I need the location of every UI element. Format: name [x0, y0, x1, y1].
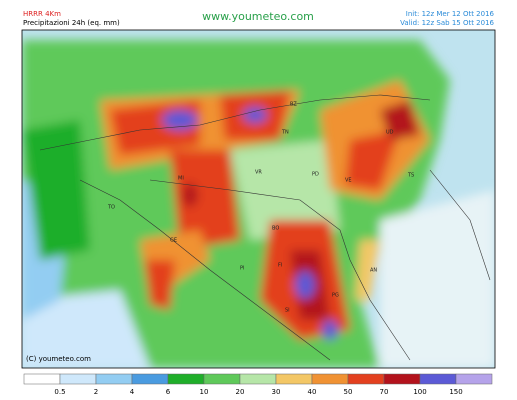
init-label: Init: 12z Mer 12 Ott 2016: [406, 10, 495, 18]
legend-label: 50: [344, 388, 353, 396]
city-label: BZ: [290, 102, 297, 108]
city-label: VR: [255, 170, 262, 176]
legend-swatch: [203, 373, 241, 385]
legend-swatch: [239, 373, 277, 385]
legend-swatch: [383, 373, 421, 385]
legend-swatch: [311, 373, 349, 385]
copyright: (C) youmeteo.com: [26, 355, 91, 363]
city-label: MI: [178, 176, 184, 182]
legend-label: 150: [449, 388, 462, 396]
city-label: FI: [278, 263, 282, 269]
legend-label: 6: [166, 388, 171, 396]
legend-swatch: [455, 373, 493, 385]
field-label: Precipitazioni 24h (eq. mm): [23, 19, 120, 27]
city-label: AN: [370, 268, 377, 274]
legend-label: 30: [272, 388, 281, 396]
legend: 0.5 2 4 6 10 20 30 40 50 70 100 150: [23, 373, 493, 396]
city-label: SI: [285, 308, 290, 314]
legend-label: 0.5: [54, 388, 65, 396]
legend-swatch: [23, 373, 61, 385]
city-label: UD: [386, 130, 394, 136]
model-label: HRRR 4Km: [23, 10, 61, 18]
borders: [39, 94, 491, 361]
legend-label: 10: [200, 388, 209, 396]
precip-field: [22, 30, 495, 368]
city-label: VE: [345, 178, 352, 184]
city-labels: BZ TN UD TS VR PD VE MI TO GE BO FI PI S…: [107, 102, 414, 314]
legend-swatch: [275, 373, 313, 385]
city-label: PI: [240, 266, 245, 272]
legend-swatch: [95, 373, 133, 385]
city-label: TS: [407, 173, 414, 179]
legend-swatch: [59, 373, 97, 385]
city-label: TO: [107, 205, 115, 211]
city-label: BO: [272, 226, 279, 232]
legend-swatch: [419, 373, 457, 385]
legend-label: 100: [413, 388, 426, 396]
map-frame: [21, 29, 496, 369]
legend-swatch: [167, 373, 205, 385]
city-label: PD: [312, 172, 319, 178]
legend-label: 2: [94, 388, 98, 396]
valid-label: Valid: 12z Sab 15 Ott 2016: [400, 19, 494, 27]
legend-swatch: [347, 373, 385, 385]
legend-swatch: [131, 373, 169, 385]
legend-label: 40: [308, 388, 317, 396]
city-label: GE: [170, 238, 177, 244]
city-label: PG: [332, 293, 339, 299]
legend-label: 20: [236, 388, 245, 396]
legend-label: 70: [380, 388, 389, 396]
city-label: TN: [281, 130, 289, 136]
legend-label: 4: [130, 388, 135, 396]
site-label: www.youmeteo.com: [202, 10, 314, 23]
